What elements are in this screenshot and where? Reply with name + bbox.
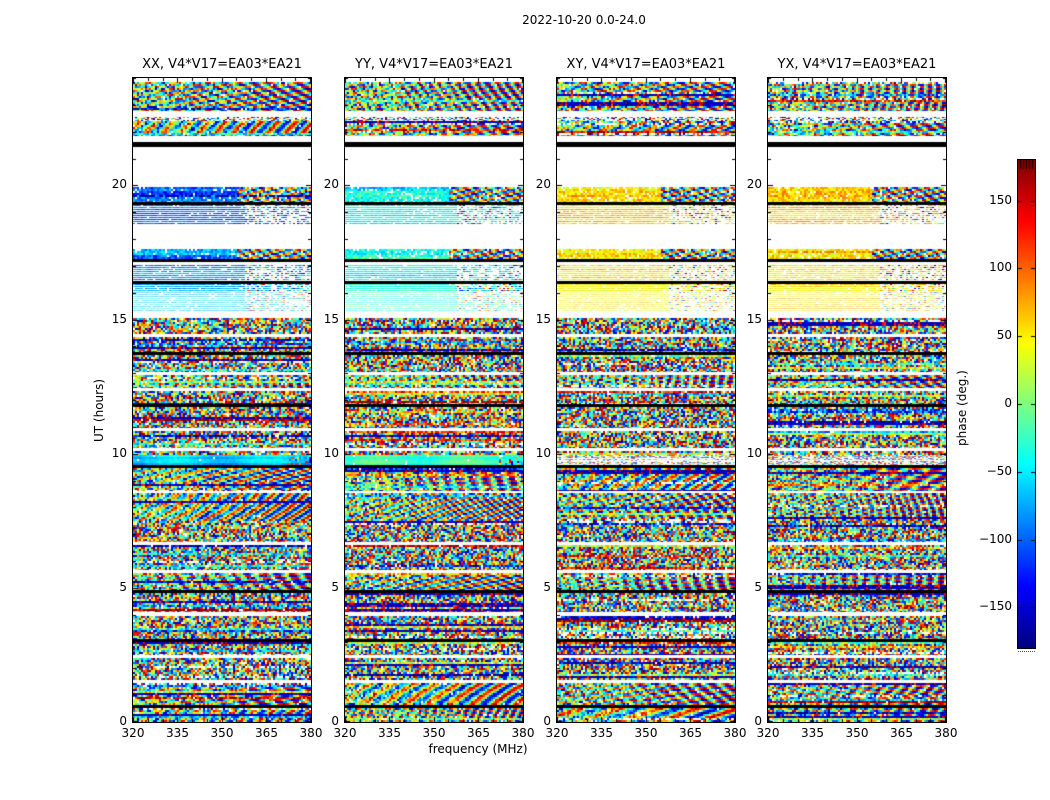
y-tick-label: 20 — [535, 177, 551, 192]
panel-title-xx: XX, V4*V17=EA03*EA21 — [142, 57, 302, 72]
y-axis-label: UT (hours) — [92, 378, 106, 442]
x-tick-label: 320 — [545, 726, 569, 740]
y-tick-label: 10 — [746, 445, 762, 460]
y-tick-label: 20 — [323, 177, 339, 192]
x-tick-label: 380 — [511, 726, 535, 740]
y-tick-label: 15 — [535, 311, 551, 326]
y-tick-label: 20 — [746, 177, 762, 192]
x-tick-label: 365 — [255, 726, 278, 740]
y-tick-label: 10 — [111, 445, 127, 460]
colorbar-tick-label: 0 — [1004, 396, 1012, 410]
x-tick-label: 365 — [679, 726, 702, 740]
x-tick-label: 350 — [210, 726, 234, 740]
panel-title-xy: XY, V4*V17=EA03*EA21 — [566, 57, 726, 72]
y-tick-label: 5 — [754, 579, 762, 594]
x-tick-label: 350 — [845, 726, 869, 740]
x-tick-label: 365 — [467, 726, 490, 740]
heatmap-panel-yx — [767, 77, 947, 723]
y-tick-label: 15 — [746, 311, 762, 326]
x-tick-label: 335 — [378, 726, 401, 740]
x-tick-label: 335 — [801, 726, 824, 740]
colorbar-tick-label: −50 — [986, 463, 1012, 478]
x-tick-label: 380 — [723, 726, 747, 740]
colorbar-tick-label: −100 — [979, 531, 1012, 546]
x-tick-label: 350 — [634, 726, 658, 740]
x-tick-label: 320 — [756, 726, 780, 740]
x-tick-label: 335 — [166, 726, 189, 740]
y-tick-label: 0 — [754, 714, 762, 728]
panel-title-yx: YX, V4*V17=EA03*EA21 — [777, 57, 937, 72]
x-tick-label: 320 — [333, 726, 357, 740]
y-tick-label: 15 — [323, 311, 339, 326]
x-tick-label: 350 — [422, 726, 446, 740]
y-tick-label: 5 — [543, 579, 551, 594]
y-tick-label: 5 — [119, 579, 127, 594]
heatmap-panel-xx — [132, 77, 312, 723]
colorbar-tick-label: 150 — [989, 192, 1012, 207]
panel-title-yy: YY, V4*V17=EA03*EA21 — [355, 57, 513, 72]
y-tick-label: 20 — [111, 177, 127, 192]
colorbar-tick-label: 50 — [996, 328, 1012, 343]
y-tick-label: 15 — [111, 311, 127, 326]
colorbar-tick-label: 100 — [989, 260, 1012, 275]
figure-title: 2022-10-20 0.0-24.0 — [522, 13, 646, 27]
colorbar-under-dots — [1018, 651, 1035, 652]
heatmap-panel-xy — [556, 77, 736, 723]
y-tick-label: 5 — [331, 579, 339, 594]
colorbar-gradient — [1017, 159, 1036, 649]
x-tick-label: 380 — [934, 726, 958, 740]
heatmap-panel-yy — [344, 77, 524, 723]
x-tick-label: 380 — [299, 726, 323, 740]
y-tick-label: 0 — [119, 714, 127, 728]
y-tick-label: 0 — [543, 714, 551, 728]
colorbar-tick-label: −150 — [979, 599, 1012, 614]
x-tick-label: 335 — [590, 726, 613, 740]
x-tick-label: 365 — [890, 726, 913, 740]
y-tick-label: 10 — [323, 445, 339, 460]
x-axis-label: frequency (MHz) — [428, 742, 528, 756]
y-tick-label: 10 — [535, 445, 551, 460]
y-tick-label: 0 — [331, 714, 339, 728]
x-tick-label: 320 — [121, 726, 145, 740]
